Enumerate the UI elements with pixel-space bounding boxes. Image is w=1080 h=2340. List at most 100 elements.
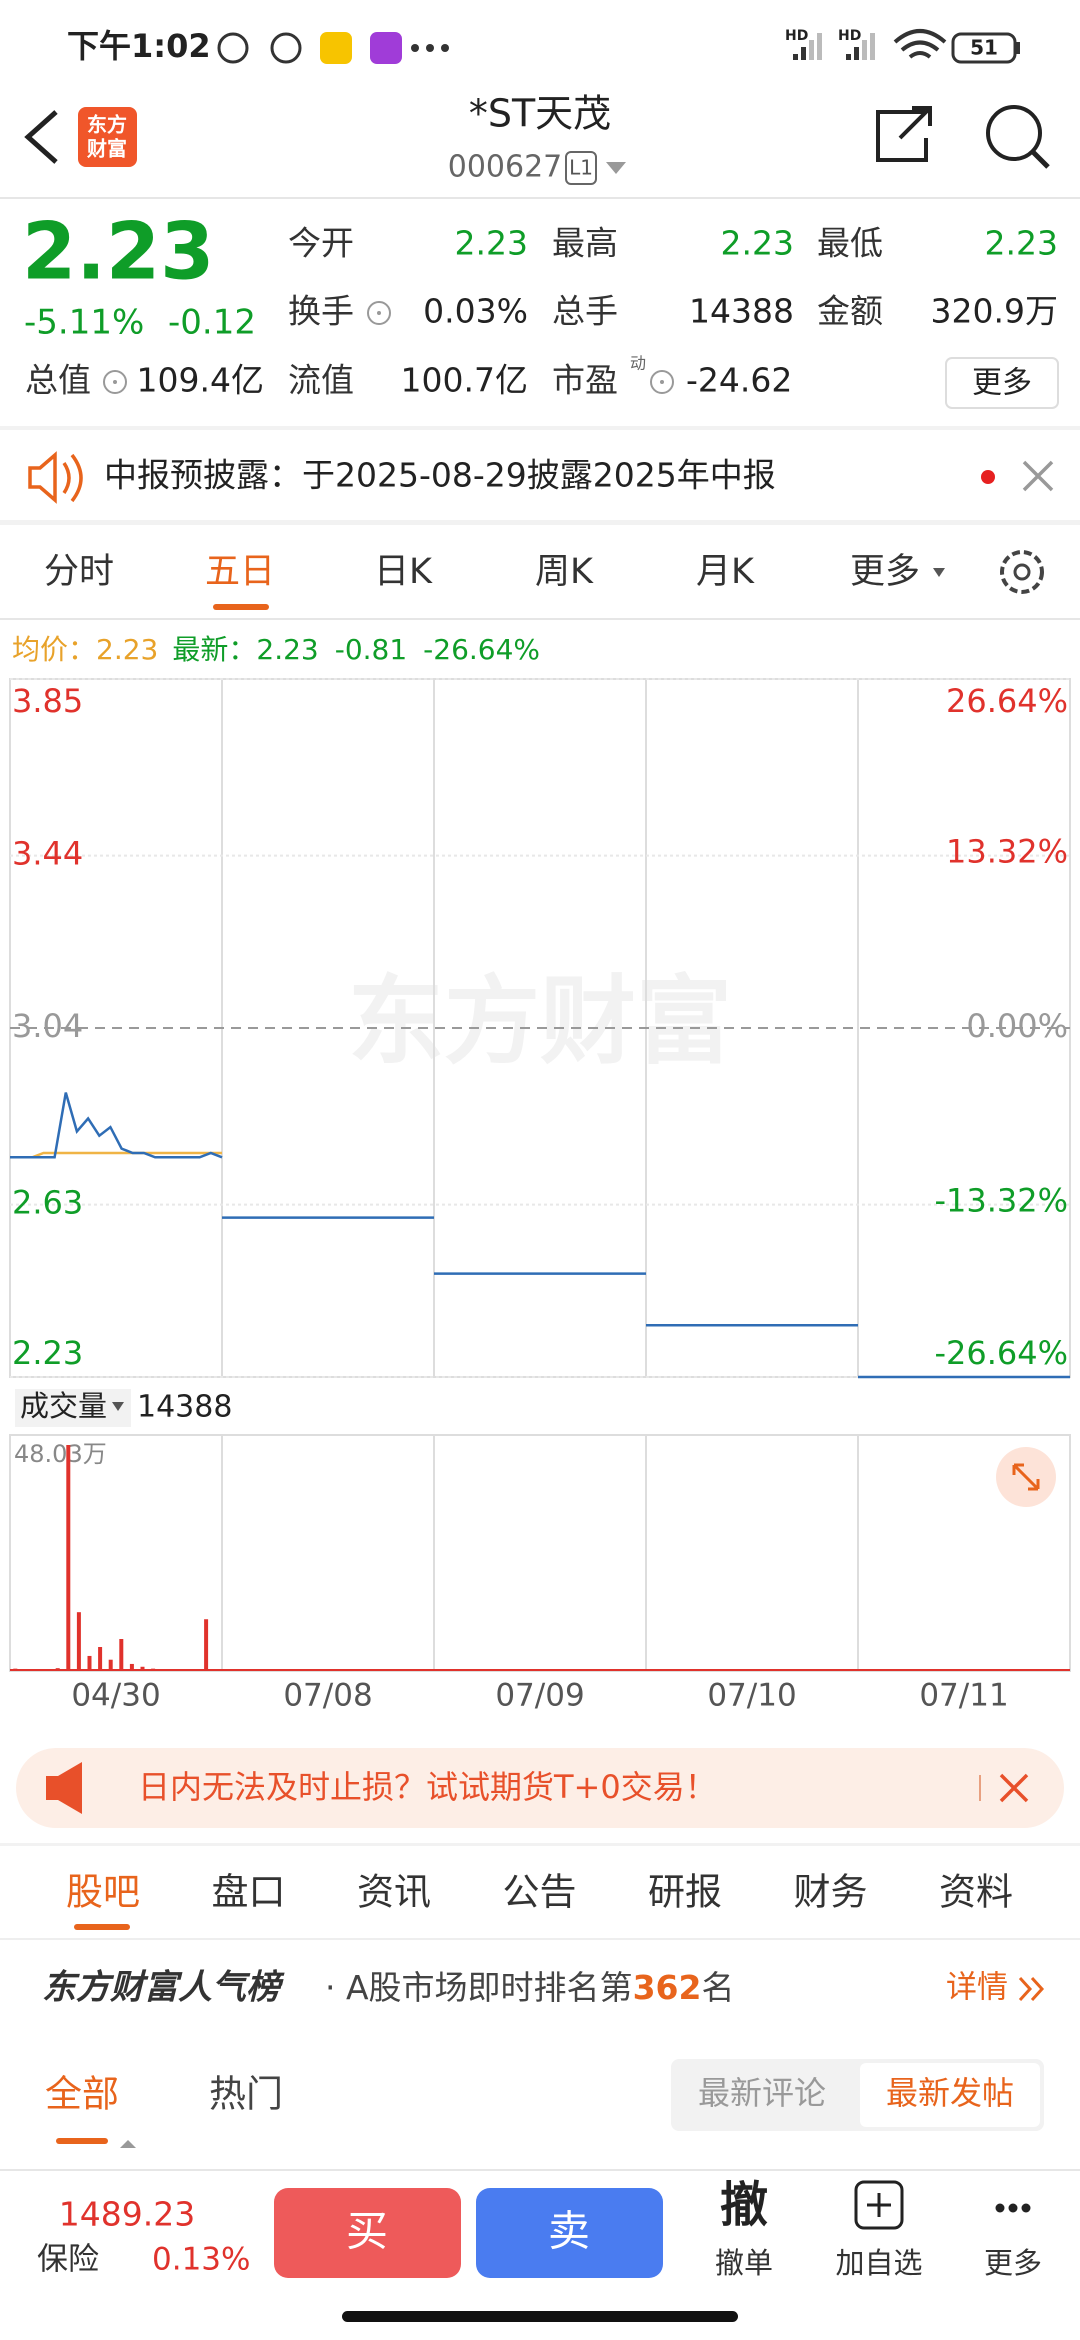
chart-tab[interactable]: 分时 xyxy=(44,552,114,592)
signal-bar xyxy=(846,54,851,60)
chart-tab[interactable]: 日K xyxy=(374,552,433,592)
legend-avg: 2.23 xyxy=(96,633,158,666)
x-tick-label: 07/08 xyxy=(283,1678,372,1714)
settings-button[interactable] xyxy=(1000,550,1044,594)
watchlist-icon xyxy=(867,2193,891,2217)
tab-arrow xyxy=(933,568,945,577)
unread-dot xyxy=(981,470,995,484)
details-link[interactable]: 详情 xyxy=(946,1970,1008,2006)
close-notice[interactable] xyxy=(1022,460,1054,492)
stat-label: 金额 xyxy=(817,292,883,331)
stat-value: 2.23 xyxy=(455,224,528,263)
chart-tab[interactable]: 五日 xyxy=(205,552,275,592)
signal-bar xyxy=(809,40,814,60)
ranking-suffix: 名 xyxy=(701,1968,734,2007)
status-icon xyxy=(217,32,249,64)
sort-option[interactable]: 最新发帖 xyxy=(886,2074,1014,2112)
legend-latest: 2.23 xyxy=(256,633,318,666)
stat-value: 2.23 xyxy=(985,224,1058,263)
separator xyxy=(0,520,1080,525)
app-logo xyxy=(78,107,137,167)
more-button[interactable]: 更多 xyxy=(972,366,1032,401)
chart-tab[interactable]: 周K xyxy=(535,552,594,592)
search-handle xyxy=(1031,150,1050,169)
volume-bar xyxy=(87,1655,92,1671)
action-label[interactable]: 更多 xyxy=(984,2246,1042,2280)
stat-value: 100.7亿 xyxy=(401,361,528,400)
chart-tab[interactable]: 更多 xyxy=(850,552,920,592)
filter-tab[interactable]: 全部 xyxy=(45,2073,119,2116)
action-label[interactable]: 加自选 xyxy=(835,2246,922,2280)
chart-tab[interactable]: 月K xyxy=(696,552,755,592)
ranking-dot: · xyxy=(325,1968,346,2007)
legend-latest-label: 最新： xyxy=(172,633,256,666)
sell-button[interactable]: 卖 xyxy=(548,2207,590,2256)
sort-active[interactable] xyxy=(860,2063,1040,2127)
back-button[interactable] xyxy=(24,110,58,164)
level-arrow xyxy=(606,162,626,174)
settings-button xyxy=(1013,563,1031,581)
close-ad[interactable] xyxy=(999,1773,1029,1803)
pe-tag: 动 xyxy=(630,354,646,373)
action-label[interactable]: 撤单 xyxy=(715,2246,773,2280)
content-tab[interactable]: 财务 xyxy=(794,1871,868,1914)
y2-tick-label: -13.32% xyxy=(934,1182,1068,1220)
share-button[interactable] xyxy=(876,106,932,162)
x-tick-label: 07/09 xyxy=(495,1678,584,1714)
stat-value: 320.9万 xyxy=(931,292,1058,331)
stat-label: 最低 xyxy=(817,224,883,263)
buy-button[interactable] xyxy=(274,2188,461,2278)
signal-label: HD xyxy=(785,28,808,44)
content-tab[interactable]: 资讯 xyxy=(357,1871,431,1914)
volume-label[interactable]: 成交量 xyxy=(20,1389,107,1423)
change-pct: -5.11% xyxy=(24,303,144,343)
stat-value: 14388 xyxy=(689,292,794,331)
ranking-prefix: A股市场即时排名第 xyxy=(346,1968,633,2007)
info-icon xyxy=(113,380,117,384)
stat-value: 0.03% xyxy=(423,292,528,331)
info-icon xyxy=(367,301,391,325)
y-tick-label: 2.63 xyxy=(12,1184,83,1222)
content-tab[interactable]: 资料 xyxy=(939,1871,1013,1914)
signal-bar xyxy=(817,33,822,60)
content-tab[interactable]: 研报 xyxy=(648,1871,722,1914)
stat-value: 109.4亿 xyxy=(137,361,264,400)
sort-option[interactable]: 最新评论 xyxy=(698,2074,826,2112)
buy-button[interactable]: 买 xyxy=(346,2207,388,2256)
content-tab[interactable]: 盘口 xyxy=(212,1871,286,1914)
volume-tick-label: 48.03万 xyxy=(14,1440,107,1468)
search-button[interactable] xyxy=(986,105,1042,161)
info-icon xyxy=(377,311,381,315)
info-icon xyxy=(650,370,674,394)
megaphone-icon xyxy=(46,1762,82,1814)
content-tab[interactable]: 公告 xyxy=(503,1871,577,1914)
content-tab[interactable]: 股吧 xyxy=(66,1871,140,1914)
filter-tab[interactable]: 热门 xyxy=(209,2073,283,2116)
info-icon xyxy=(103,370,127,394)
logo-text: 东方 xyxy=(87,113,127,137)
speaker-icon xyxy=(28,451,83,504)
more-button[interactable] xyxy=(945,357,1059,409)
signal-bar xyxy=(870,33,875,60)
index-value: 1489.23 xyxy=(59,2195,195,2234)
stat-value: 2.23 xyxy=(721,224,794,263)
level-badge: L1 xyxy=(569,156,593,180)
y2-tick-label: -26.64% xyxy=(934,1334,1068,1372)
volume-bar xyxy=(129,1663,134,1671)
sell-button[interactable] xyxy=(476,2188,663,2278)
volume-toggle[interactable] xyxy=(15,1389,131,1427)
home-indicator xyxy=(342,2311,738,2322)
volume-bar xyxy=(119,1639,124,1671)
ad-text[interactable]: 日内无法及时止损？试试期货T+0交易！ xyxy=(138,1768,717,1806)
logo-text: 财富 xyxy=(87,137,127,161)
y-tick-label: 3.85 xyxy=(12,682,83,720)
y-tick-label: 2.23 xyxy=(12,1334,83,1372)
ad-banner[interactable] xyxy=(16,1748,1064,1828)
signal-label: HD xyxy=(838,28,861,44)
signal-bar xyxy=(801,47,806,60)
more-icon xyxy=(1021,2203,1031,2213)
volume-total: 14388 xyxy=(137,1390,232,1425)
index-name: 保险 xyxy=(37,2242,99,2278)
